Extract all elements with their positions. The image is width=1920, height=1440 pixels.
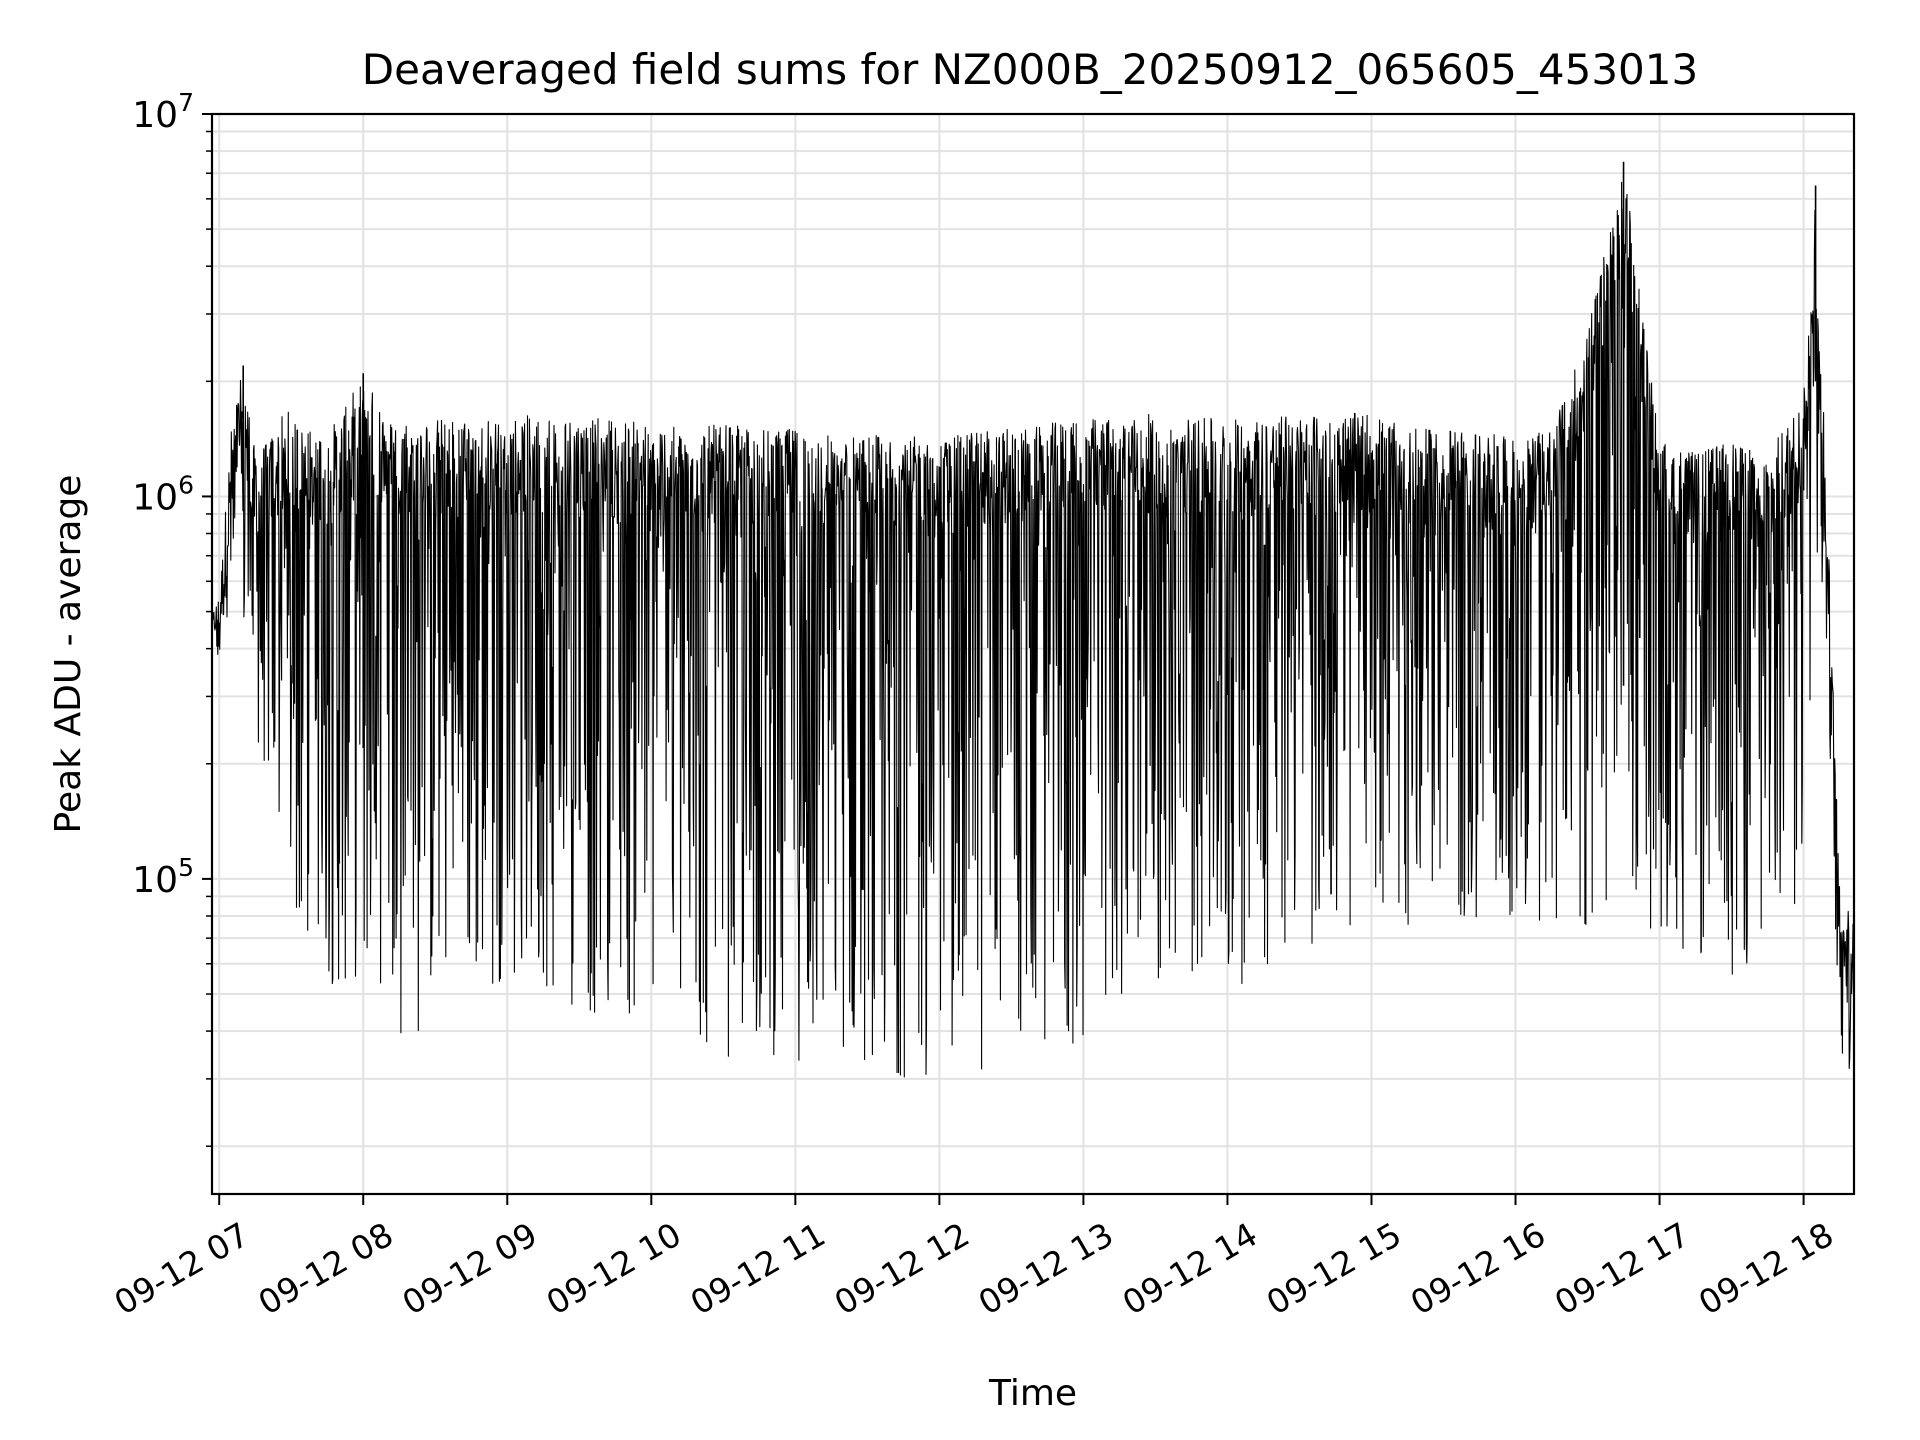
data-series bbox=[211, 161, 1855, 1078]
x-tick-label: 09-12 11 bbox=[684, 1215, 832, 1323]
x-tick-label: 09-12 17 bbox=[1548, 1215, 1696, 1323]
x-tick-label: 09-12 15 bbox=[1260, 1215, 1408, 1323]
x-tick-label: 09-12 12 bbox=[828, 1215, 976, 1323]
x-tick-label: 09-12 18 bbox=[1692, 1215, 1840, 1323]
series-line bbox=[211, 181, 1855, 1078]
chart-title: Deaveraged field sums for NZ000B_2025091… bbox=[362, 45, 1698, 94]
y-tick-label: 107 bbox=[132, 88, 194, 136]
x-tick-label: 09-12 10 bbox=[540, 1215, 688, 1323]
plot-frame bbox=[210, 112, 1856, 1196]
y-tick-label: 106 bbox=[132, 470, 194, 518]
x-tick-label: 09-12 07 bbox=[108, 1215, 256, 1323]
x-axis-label: Time bbox=[988, 1373, 1077, 1414]
y-axis-ticks: 105 106 107 bbox=[132, 88, 212, 1147]
x-tick-label: 09-12 14 bbox=[1116, 1215, 1264, 1323]
x-tick-label: 09-12 08 bbox=[252, 1215, 400, 1323]
x-tick-label: 09-12 13 bbox=[972, 1215, 1120, 1323]
y-tick-label: 105 bbox=[132, 853, 194, 901]
y-axis-label: Peak ADU - average bbox=[48, 475, 89, 834]
x-tick-label: 09-12 16 bbox=[1404, 1215, 1552, 1323]
x-tick-label: 09-12 09 bbox=[396, 1215, 544, 1323]
